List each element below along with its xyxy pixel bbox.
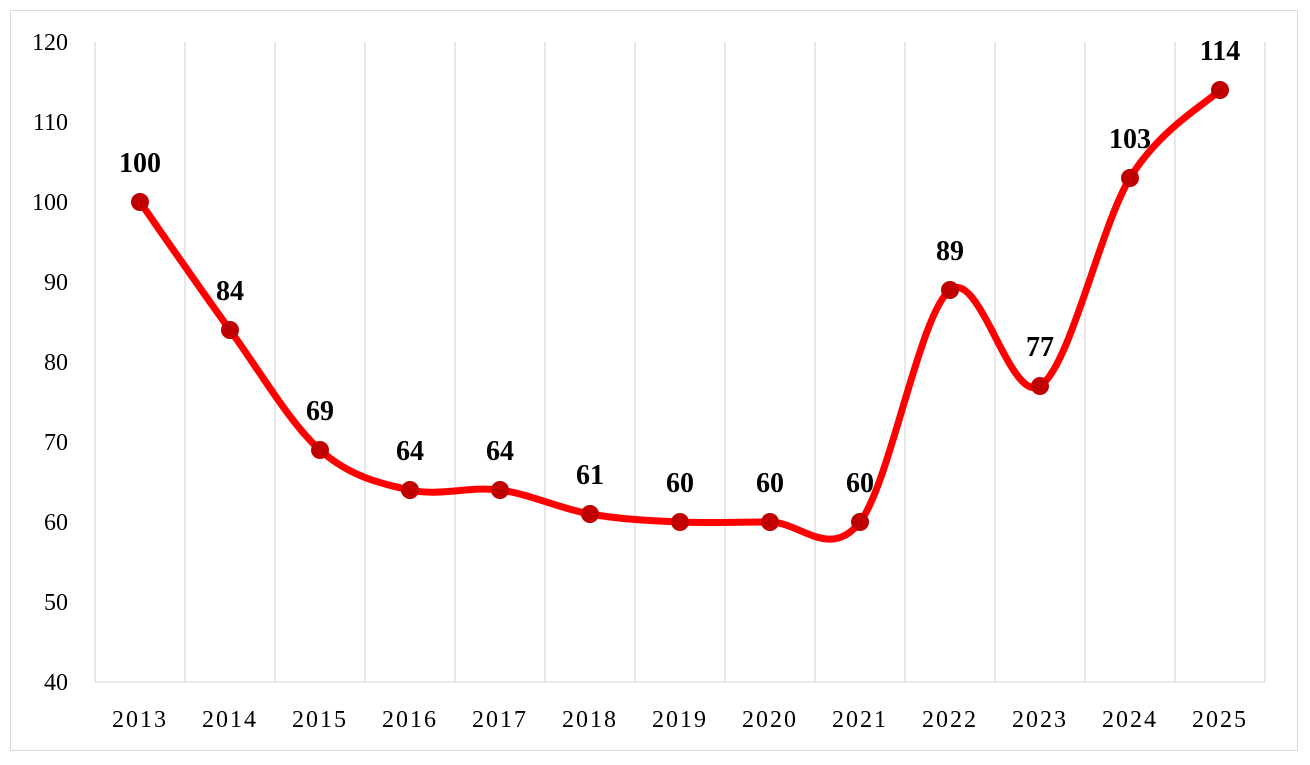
data-label: 114 [1200, 36, 1240, 67]
data-label: 84 [216, 276, 244, 307]
data-point [671, 513, 689, 531]
data-label: 64 [396, 436, 424, 467]
data-point [1211, 81, 1229, 99]
y-tick-label: 50 [44, 590, 68, 616]
data-label: 60 [756, 468, 784, 499]
data-label: 60 [666, 468, 694, 499]
data-label: 61 [576, 460, 604, 491]
data-label: 77 [1026, 332, 1054, 363]
data-point [131, 193, 149, 211]
y-tick-label: 80 [44, 350, 68, 376]
data-point [1121, 169, 1139, 187]
data-point [221, 321, 239, 339]
data-label: 64 [486, 436, 514, 467]
x-tick-label: 2015 [292, 707, 348, 733]
data-point [761, 513, 779, 531]
data-label: 60 [846, 468, 874, 499]
x-tick-label: 2024 [1102, 707, 1158, 733]
y-tick-label: 120 [32, 30, 68, 56]
y-tick-label: 60 [44, 510, 68, 536]
x-tick-label: 2013 [112, 707, 168, 733]
data-point [311, 441, 329, 459]
data-label: 89 [936, 236, 964, 267]
x-tick-label: 2023 [1012, 707, 1068, 733]
y-tick-label: 40 [44, 670, 68, 696]
data-point [401, 481, 419, 499]
x-tick-label: 2022 [922, 707, 978, 733]
data-point [1031, 377, 1049, 395]
data-point [491, 481, 509, 499]
x-tick-label: 2017 [472, 707, 528, 733]
x-tick-label: 2014 [202, 707, 258, 733]
x-tick-label: 2020 [742, 707, 798, 733]
grid-layer [184, 42, 1266, 682]
y-tick-label: 100 [32, 190, 68, 216]
x-tick-label: 2025 [1192, 707, 1248, 733]
data-label: 100 [119, 148, 161, 179]
series-layer [131, 81, 1229, 543]
data-point [581, 505, 599, 523]
x-tick-label: 2021 [832, 707, 888, 733]
y-tick-label: 70 [44, 430, 68, 456]
chart-frame [10, 10, 1298, 751]
x-tick-label: 2016 [382, 707, 438, 733]
data-point [851, 513, 869, 531]
y-tick-label: 90 [44, 270, 68, 296]
data-label-layer: 100 84 69 64 64 61 60 60 60 89 77 103 114 [119, 36, 1240, 499]
data-label: 103 [1109, 124, 1151, 155]
axis-layer: 40 50 60 70 80 90 100 110 120 2013 2014 2015 2016 201… [32, 30, 1265, 733]
x-tick-label: 2018 [562, 707, 618, 733]
data-point [941, 281, 959, 299]
x-tick-label: 2019 [652, 707, 708, 733]
data-label: 69 [306, 396, 334, 427]
y-tick-label: 110 [33, 110, 68, 136]
